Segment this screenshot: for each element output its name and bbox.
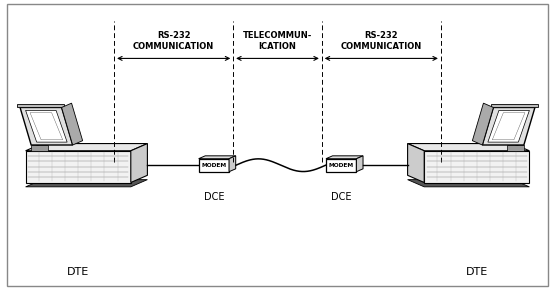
Polygon shape xyxy=(20,108,73,145)
Polygon shape xyxy=(199,156,236,159)
Text: DTE: DTE xyxy=(67,267,89,277)
Polygon shape xyxy=(131,144,148,182)
Polygon shape xyxy=(31,145,48,151)
Polygon shape xyxy=(26,144,148,151)
Polygon shape xyxy=(491,104,538,108)
Polygon shape xyxy=(507,145,524,151)
Text: MODEM: MODEM xyxy=(201,163,226,168)
Text: RS-232
COMMUNICATION: RS-232 COMMUNICATION xyxy=(341,31,422,51)
Polygon shape xyxy=(326,159,356,172)
Polygon shape xyxy=(26,110,67,142)
Polygon shape xyxy=(26,151,131,182)
Text: DCE: DCE xyxy=(331,192,351,202)
Polygon shape xyxy=(30,113,63,140)
Polygon shape xyxy=(26,180,148,187)
Text: TELECOMMUN-
ICATION: TELECOMMUN- ICATION xyxy=(243,31,312,51)
Polygon shape xyxy=(488,110,529,142)
Polygon shape xyxy=(407,180,529,187)
Polygon shape xyxy=(356,156,363,172)
Text: DTE: DTE xyxy=(466,267,488,277)
Polygon shape xyxy=(472,103,493,145)
Polygon shape xyxy=(492,113,525,140)
Polygon shape xyxy=(229,156,236,172)
Polygon shape xyxy=(326,156,363,159)
Polygon shape xyxy=(407,144,529,151)
Text: MODEM: MODEM xyxy=(329,163,354,168)
Polygon shape xyxy=(407,144,424,182)
Polygon shape xyxy=(17,104,64,108)
Text: DCE: DCE xyxy=(204,192,224,202)
Polygon shape xyxy=(482,108,535,145)
Polygon shape xyxy=(62,103,83,145)
Polygon shape xyxy=(199,159,229,172)
Polygon shape xyxy=(424,151,529,182)
Text: RS-232
COMMUNICATION: RS-232 COMMUNICATION xyxy=(133,31,214,51)
